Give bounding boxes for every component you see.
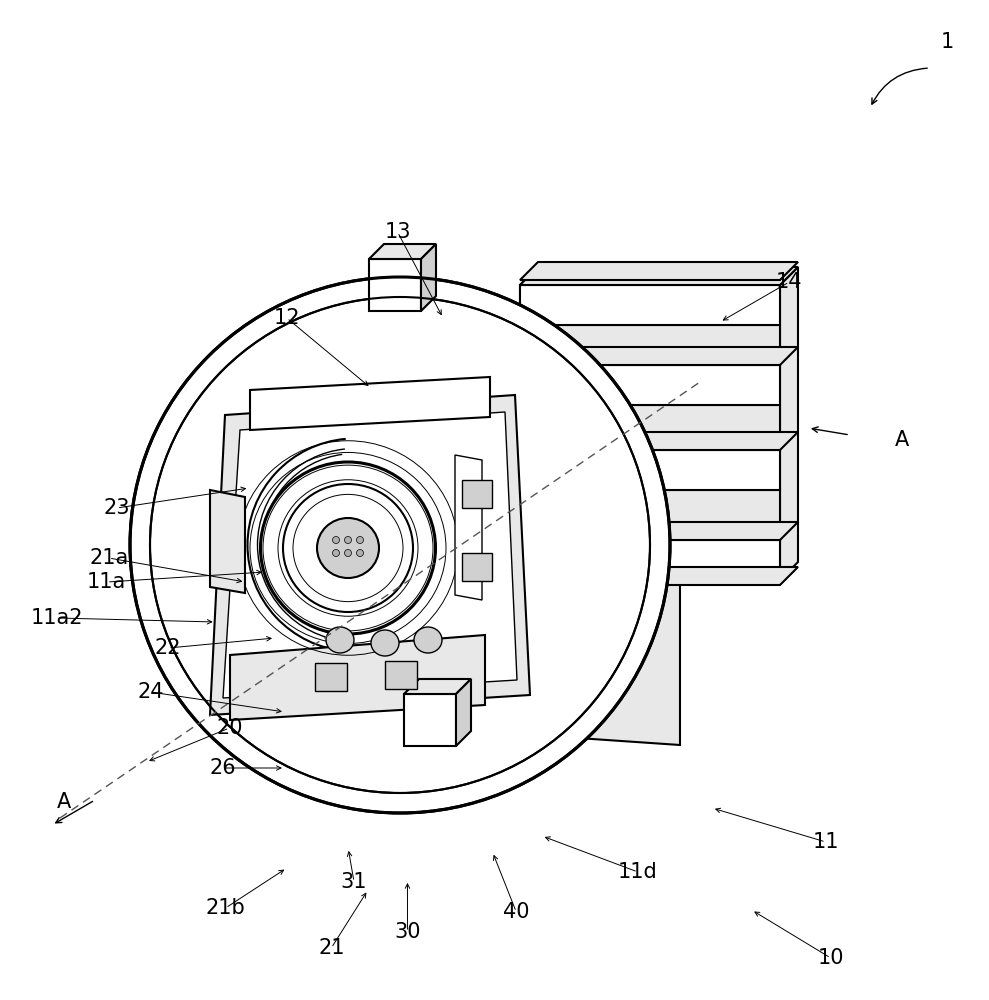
Text: 24: 24 <box>137 682 163 702</box>
Text: 21a: 21a <box>89 548 129 568</box>
Polygon shape <box>520 347 798 365</box>
Polygon shape <box>520 522 798 540</box>
Ellipse shape <box>260 462 435 634</box>
Polygon shape <box>462 553 492 581</box>
Ellipse shape <box>332 536 339 544</box>
Text: 21b: 21b <box>206 898 245 918</box>
Text: A: A <box>895 430 909 450</box>
Polygon shape <box>520 405 780 450</box>
Polygon shape <box>520 325 780 365</box>
Polygon shape <box>369 244 436 259</box>
Ellipse shape <box>326 627 354 653</box>
Polygon shape <box>421 244 436 311</box>
Polygon shape <box>520 267 538 580</box>
Ellipse shape <box>414 627 442 653</box>
Ellipse shape <box>344 550 351 556</box>
Ellipse shape <box>283 484 413 612</box>
Polygon shape <box>520 450 780 490</box>
Text: 31: 31 <box>341 872 367 892</box>
Text: 20: 20 <box>217 718 242 738</box>
Text: 23: 23 <box>104 498 130 518</box>
Text: 11d: 11d <box>618 862 658 882</box>
Ellipse shape <box>317 518 379 578</box>
Text: 21: 21 <box>318 938 344 958</box>
Text: 22: 22 <box>155 638 181 658</box>
Text: 11: 11 <box>813 832 839 852</box>
Text: 12: 12 <box>274 308 300 328</box>
Ellipse shape <box>332 550 339 556</box>
Polygon shape <box>520 365 780 405</box>
Text: 13: 13 <box>385 222 410 242</box>
Ellipse shape <box>150 297 650 793</box>
Text: 26: 26 <box>210 758 235 778</box>
Polygon shape <box>315 663 347 691</box>
Polygon shape <box>385 661 417 689</box>
Polygon shape <box>780 267 798 580</box>
Polygon shape <box>462 480 492 508</box>
Polygon shape <box>520 432 798 450</box>
Text: 1: 1 <box>941 32 954 52</box>
Text: 30: 30 <box>395 922 420 942</box>
Ellipse shape <box>356 536 364 544</box>
Polygon shape <box>456 679 471 746</box>
Text: 14: 14 <box>776 272 802 292</box>
Polygon shape <box>520 540 780 580</box>
Text: 40: 40 <box>503 902 529 922</box>
Text: A: A <box>57 792 71 812</box>
Polygon shape <box>250 377 490 430</box>
Polygon shape <box>404 694 456 746</box>
Polygon shape <box>404 679 471 694</box>
Polygon shape <box>520 567 798 585</box>
Polygon shape <box>520 285 780 325</box>
Polygon shape <box>369 259 421 311</box>
Polygon shape <box>460 345 680 745</box>
Polygon shape <box>210 490 245 593</box>
Polygon shape <box>210 395 530 715</box>
Text: 11a2: 11a2 <box>31 608 84 628</box>
Polygon shape <box>520 262 798 280</box>
Polygon shape <box>520 267 798 285</box>
Ellipse shape <box>371 630 399 656</box>
Text: 10: 10 <box>818 948 844 968</box>
Polygon shape <box>520 490 780 540</box>
Text: 11a: 11a <box>87 572 127 592</box>
Polygon shape <box>455 455 482 600</box>
Ellipse shape <box>356 550 364 556</box>
Ellipse shape <box>344 536 351 544</box>
Polygon shape <box>230 635 485 720</box>
Ellipse shape <box>130 277 670 813</box>
Polygon shape <box>223 412 517 698</box>
